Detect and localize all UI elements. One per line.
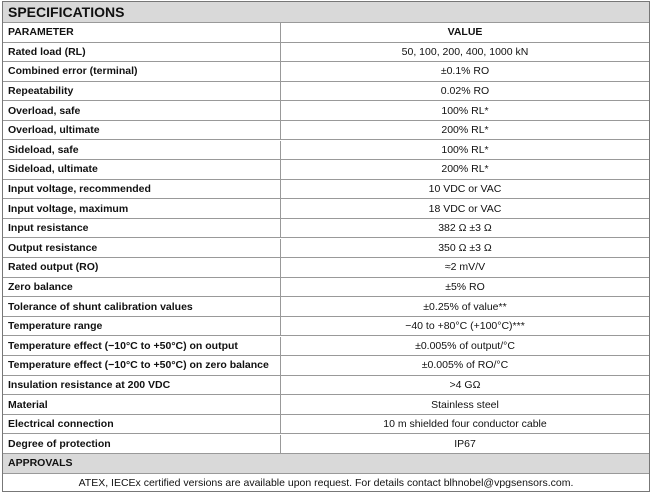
parameter-cell: Sideload, ultimate (3, 160, 281, 179)
parameter-cell: Temperature effect (−10°C to +50°C) on z… (3, 356, 281, 375)
value-cell: −40 to +80°C (+100°C)*** (405, 320, 525, 333)
parameter-cell: Temperature effect (−10°C to +50°C) on o… (3, 336, 281, 356)
spec-row: Input voltage, maximum 18 VDC or VAC (3, 199, 649, 219)
spec-row: Rated load (RL) 50, 100, 200, 400, 1000 k… (3, 42, 649, 63)
spec-row: Zero balance ±5% RO (3, 277, 649, 298)
value-cell: 382 Ω ±3 Ω (438, 222, 492, 235)
spec-row: Tolerance of shunt calibration values ±0.… (3, 297, 649, 317)
spec-row: Temperature effect (−10°C to +50°C) on o… (3, 336, 649, 357)
parameter-cell: Input voltage, maximum (3, 199, 281, 218)
value-cell: Stainless steel (431, 398, 499, 411)
approvals-title: APPROVALS (8, 457, 73, 470)
parameter-cell: Repeatability (3, 81, 281, 101)
title-bar: SPECIFICATIONS (3, 2, 649, 23)
approvals-text: ATEX, IECEx certified versions are avail… (78, 477, 574, 490)
table-title: SPECIFICATIONS (8, 4, 125, 20)
parameter-cell: Insulation resistance at 200 VDC (3, 375, 281, 395)
parameter-cell: Electrical connection (3, 414, 281, 434)
value-cell: 100% RL* (441, 143, 489, 156)
approvals-bar: APPROVALS (3, 454, 649, 474)
spec-row: Input resistance 382 Ω ±3 Ω (3, 218, 649, 239)
approvals-row: ATEX, IECEx certified versions are avail… (3, 474, 649, 494)
spec-row: Sideload, ultimate 200% RL* (3, 160, 649, 180)
spec-row: Degree of protection IP67 (3, 434, 649, 455)
parameter-cell: Input resistance (3, 218, 281, 238)
parameter-cell: Rated load (RL) (3, 42, 281, 62)
value-cell: ≈2 mV/V (444, 261, 486, 274)
parameter-cell: Input voltage, recommended (3, 179, 281, 199)
parameter-cell: Output resistance (3, 238, 281, 258)
parameter-cell: Zero balance (3, 277, 281, 297)
spec-row: Repeatability 0.02% RO (3, 81, 649, 102)
spec-row: Electrical connection 10 m shielded four … (3, 414, 649, 435)
value-cell: ±0.1% RO (440, 65, 490, 78)
spec-row: Sideload, safe 100% RL* (3, 140, 649, 161)
value-cell: 10 m shielded four conductor cable (383, 418, 547, 431)
parameter-cell: Sideload, safe (3, 140, 281, 160)
value-cell: ±0.25% of value** (423, 300, 507, 313)
spec-row: Overload, ultimate 200% RL* (3, 120, 649, 141)
parameter-cell: Degree of protection (3, 434, 281, 454)
parameter-cell: Combined error (terminal) (3, 62, 281, 81)
value-cell: 100% RL* (441, 104, 489, 117)
value-cell: 18 VDC or VAC (428, 202, 502, 215)
value-cell: ±0.005% of output/°C (415, 339, 515, 352)
value-cell: >4 GΩ (449, 378, 481, 391)
value-cell: 50, 100, 200, 400, 1000 kN (401, 45, 529, 58)
header-row: PARAMETER VALUE (3, 23, 649, 43)
spec-row: Temperature effect (−10°C to +50°C) on z… (3, 356, 649, 376)
spec-row: Material Stainless steel (3, 395, 649, 415)
column-header: VALUE (447, 26, 483, 39)
spec-row: Input voltage, recommended 10 VDC or VAC (3, 179, 649, 200)
spec-row: Rated output (RO) ≈2 mV/V (3, 258, 649, 278)
parameter-cell: Overload, safe (3, 101, 281, 120)
parameter-cell: Tolerance of shunt calibration values (3, 297, 281, 316)
spec-row: Temperature range −40 to +80°C (+100°C)**… (3, 316, 649, 337)
column-header: PARAMETER (3, 23, 281, 42)
parameter-cell: Material (3, 395, 281, 414)
value-cell: 200% RL* (441, 124, 489, 137)
parameter-cell: Rated output (RO) (3, 258, 281, 277)
value-cell: 0.02% RO (440, 84, 490, 97)
value-cell: ±0.005% of RO/°C (421, 359, 509, 372)
value-cell: ±5% RO (445, 280, 485, 293)
value-cell: 350 Ω ±3 Ω (438, 241, 492, 254)
value-cell: IP67 (454, 437, 476, 450)
spec-row: Overload, safe 100% RL* (3, 101, 649, 121)
parameter-cell: Overload, ultimate (3, 120, 281, 140)
value-cell: 200% RL* (441, 163, 489, 176)
spec-row: Insulation resistance at 200 VDC >4 GΩ (3, 375, 649, 396)
spec-row: Output resistance 350 Ω ±3 Ω (3, 238, 649, 259)
spec-row: Combined error (terminal) ±0.1% RO (3, 62, 649, 82)
value-cell: 10 VDC or VAC (428, 182, 502, 195)
parameter-cell: Temperature range (3, 316, 281, 336)
